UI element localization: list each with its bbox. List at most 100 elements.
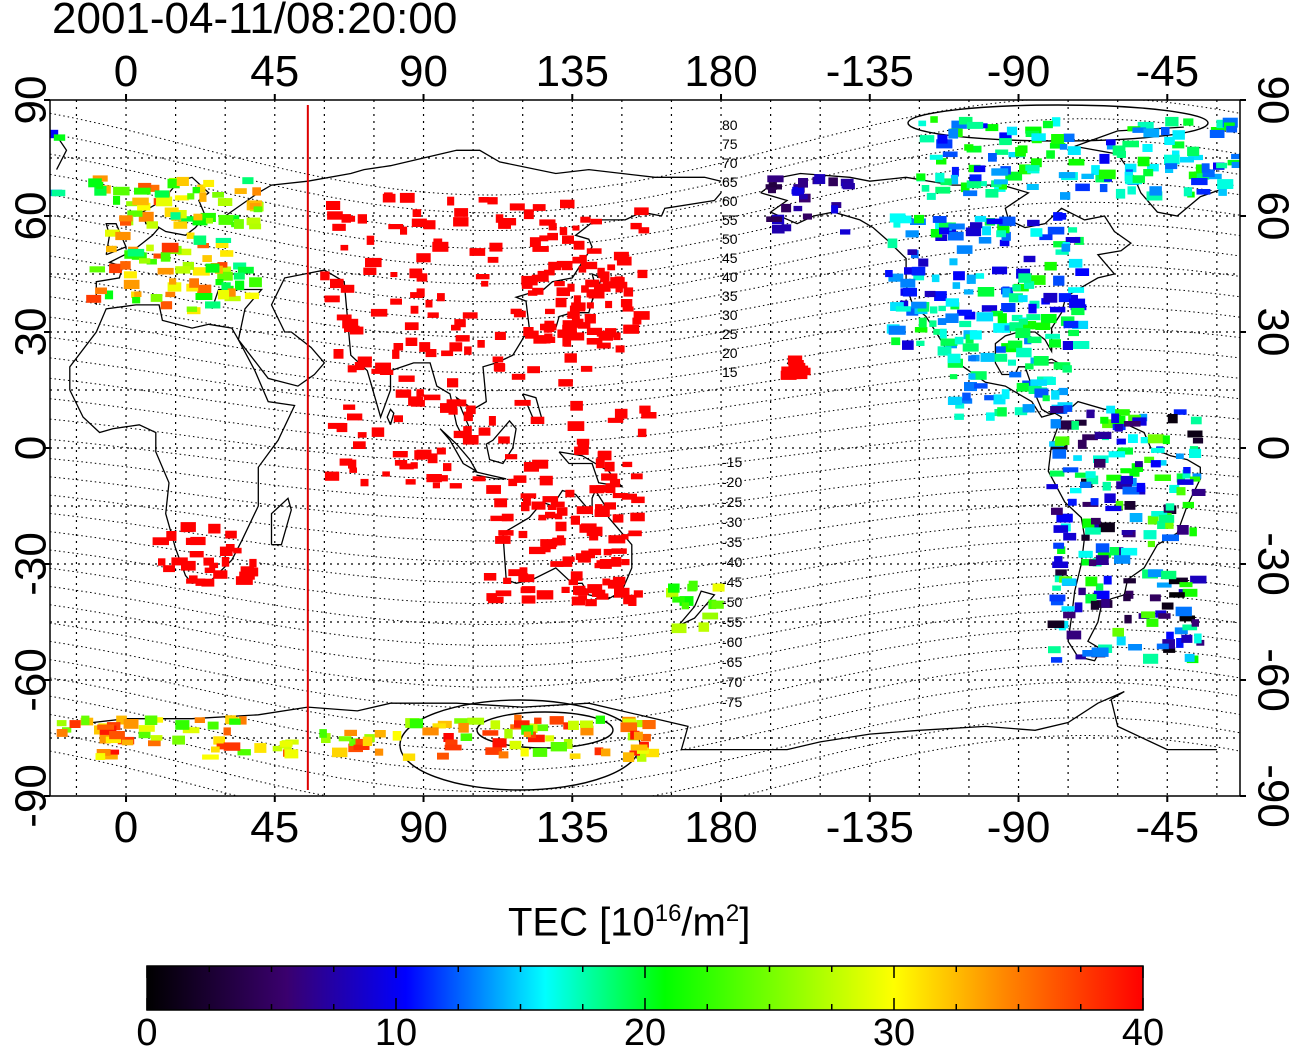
tec-point <box>1043 292 1058 303</box>
tec-point <box>410 462 418 469</box>
magnetic-latitude-label: -70 <box>722 674 742 690</box>
tec-point <box>440 403 457 413</box>
tec-point <box>953 271 965 281</box>
tec-point <box>1191 178 1208 186</box>
tec-point <box>324 295 340 303</box>
tec-point <box>999 216 1016 226</box>
tec-point <box>916 173 926 181</box>
tec-point <box>521 281 533 289</box>
tec-point <box>799 194 808 200</box>
tec-point <box>1091 165 1100 175</box>
tec-point <box>1165 116 1179 127</box>
tec-point <box>1016 347 1032 358</box>
tec-point <box>965 227 982 237</box>
tec-point <box>1047 620 1065 628</box>
tec-point <box>556 535 565 544</box>
tec-point <box>138 731 151 739</box>
tec-point <box>962 392 971 401</box>
tec-point <box>523 462 539 472</box>
tec-point <box>197 184 206 193</box>
magnetic-contour <box>50 180 1240 267</box>
tec-point <box>1157 521 1167 529</box>
tec-point <box>514 720 530 728</box>
tec-point <box>1190 575 1207 584</box>
magnetic-contour <box>50 306 1240 374</box>
tec-point <box>781 224 792 232</box>
tec-point <box>375 362 391 372</box>
frame-tick <box>571 796 574 802</box>
tec-point <box>390 272 398 278</box>
tec-point <box>1068 287 1085 293</box>
tec-point <box>1054 556 1063 566</box>
tec-point <box>889 213 906 223</box>
tec-point <box>931 274 940 283</box>
tec-point <box>947 358 963 368</box>
tec-point <box>1027 219 1040 227</box>
tec-point <box>600 274 609 283</box>
tec-point <box>1151 447 1165 453</box>
tec-point <box>698 622 710 632</box>
tec-point <box>1051 657 1063 663</box>
tec-point <box>249 277 262 288</box>
tec-point <box>1181 634 1193 643</box>
tec-point <box>1176 487 1186 496</box>
magnetic-latitude-label: 70 <box>722 155 738 171</box>
tec-point <box>980 352 995 362</box>
tec-point <box>1053 542 1065 549</box>
tec-point <box>185 537 194 545</box>
tec-point <box>237 749 251 756</box>
tec-point <box>596 342 611 349</box>
tec-point <box>1082 434 1098 441</box>
tec-point <box>86 294 102 303</box>
tec-point <box>621 534 629 540</box>
tec-point <box>1056 513 1073 523</box>
tec-point <box>353 744 370 750</box>
tec-point <box>550 742 567 752</box>
tec-point <box>548 261 562 271</box>
tec-point <box>596 485 612 492</box>
tec-point <box>347 365 357 373</box>
tec-point <box>123 279 140 289</box>
magnetic-contour <box>50 100 1240 196</box>
tec-point <box>951 166 959 177</box>
top-lon-tick-label: -135 <box>826 47 914 96</box>
magnetic-contour <box>50 201 1240 285</box>
tec-point <box>636 747 649 754</box>
tec-point <box>532 246 549 252</box>
tec-point <box>1059 144 1068 150</box>
tec-point <box>1165 518 1174 529</box>
tec-point <box>595 458 605 469</box>
tec-point <box>449 483 462 489</box>
tec-point <box>1013 283 1029 292</box>
tec-point <box>585 279 600 288</box>
tec-point <box>139 258 151 264</box>
tec-point <box>1062 365 1072 373</box>
tec-point <box>1078 550 1093 558</box>
tec-point <box>1177 525 1189 535</box>
tec-point <box>192 218 208 226</box>
tec-point <box>1147 540 1155 548</box>
tec-point <box>169 278 177 285</box>
frame-tick <box>44 99 50 101</box>
tec-point <box>1209 129 1225 138</box>
tec-point <box>798 178 808 188</box>
coastline <box>472 470 507 480</box>
tec-point <box>623 752 635 762</box>
frame-tick <box>422 94 425 100</box>
tec-point <box>478 197 490 203</box>
tec-point <box>487 197 498 205</box>
tec-point <box>1051 390 1060 400</box>
tec-point <box>99 734 111 744</box>
tec-point <box>1216 162 1228 169</box>
coastline <box>439 428 479 473</box>
tec-point <box>1023 255 1036 263</box>
tec-point <box>986 218 1003 225</box>
tec-point <box>1182 624 1198 631</box>
tec-point <box>621 493 637 500</box>
tec-point <box>1131 463 1143 472</box>
tec-point <box>573 295 581 303</box>
tec-point <box>947 396 963 405</box>
tec-point <box>580 216 591 223</box>
tec-point <box>1226 125 1238 133</box>
tec-point <box>712 583 725 592</box>
